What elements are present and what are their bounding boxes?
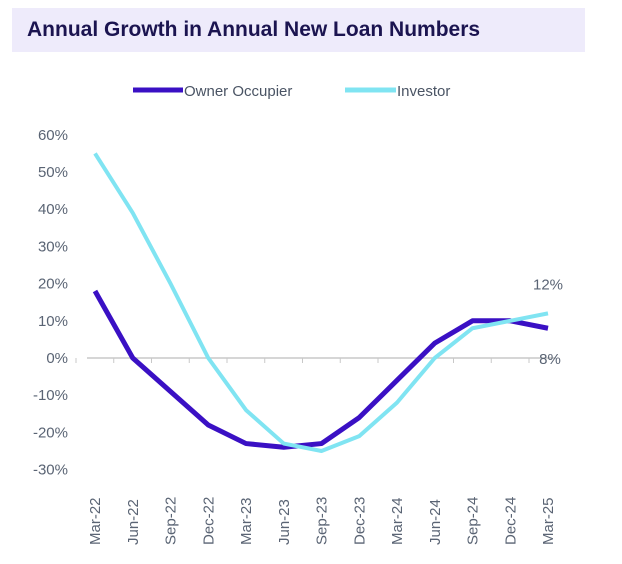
y-tick-label: -20%	[33, 424, 68, 441]
x-tick-label: Mar-22	[87, 497, 104, 545]
legend-label: Owner Occupier	[184, 83, 292, 100]
x-tick-label: Jun-22	[125, 499, 142, 545]
y-tick-label: 20%	[38, 276, 68, 293]
y-tick-label: -30%	[33, 462, 68, 479]
x-tick-label: Sep-23	[314, 497, 331, 545]
end-label-investor: 12%	[533, 276, 563, 293]
title-bar: Annual Growth in Annual New Loan Numbers	[12, 8, 585, 52]
y-tick-label: 40%	[38, 201, 68, 218]
x-tick-label: Dec-23	[351, 497, 368, 545]
end-label-owner-occupier: 8%	[539, 351, 561, 368]
y-tick-label: 10%	[38, 313, 68, 330]
x-tick-label: Mar-25	[540, 497, 557, 545]
y-tick-label: 50%	[38, 164, 68, 181]
x-tick-label: Sep-24	[465, 497, 482, 545]
x-tick-label: Mar-23	[238, 497, 255, 545]
x-tick-label: Mar-24	[389, 497, 406, 545]
x-tick-label: Jun-23	[276, 499, 293, 545]
x-tick-label: Jun-24	[427, 499, 444, 545]
x-tick-label: Dec-24	[502, 497, 519, 545]
series-line-investor	[93, 152, 549, 453]
series-line-owner-occupier	[92, 289, 549, 450]
x-tick-label: Sep-22	[163, 497, 180, 545]
y-tick-label: -10%	[33, 387, 68, 404]
y-tick-label: 0%	[46, 350, 68, 367]
legend-label: Investor	[397, 83, 450, 100]
y-tick-label: 30%	[38, 238, 68, 255]
y-tick-label: 60%	[38, 127, 68, 144]
x-tick-label: Dec-22	[200, 497, 217, 545]
chart-title: Annual Growth in Annual New Loan Numbers	[27, 18, 481, 41]
